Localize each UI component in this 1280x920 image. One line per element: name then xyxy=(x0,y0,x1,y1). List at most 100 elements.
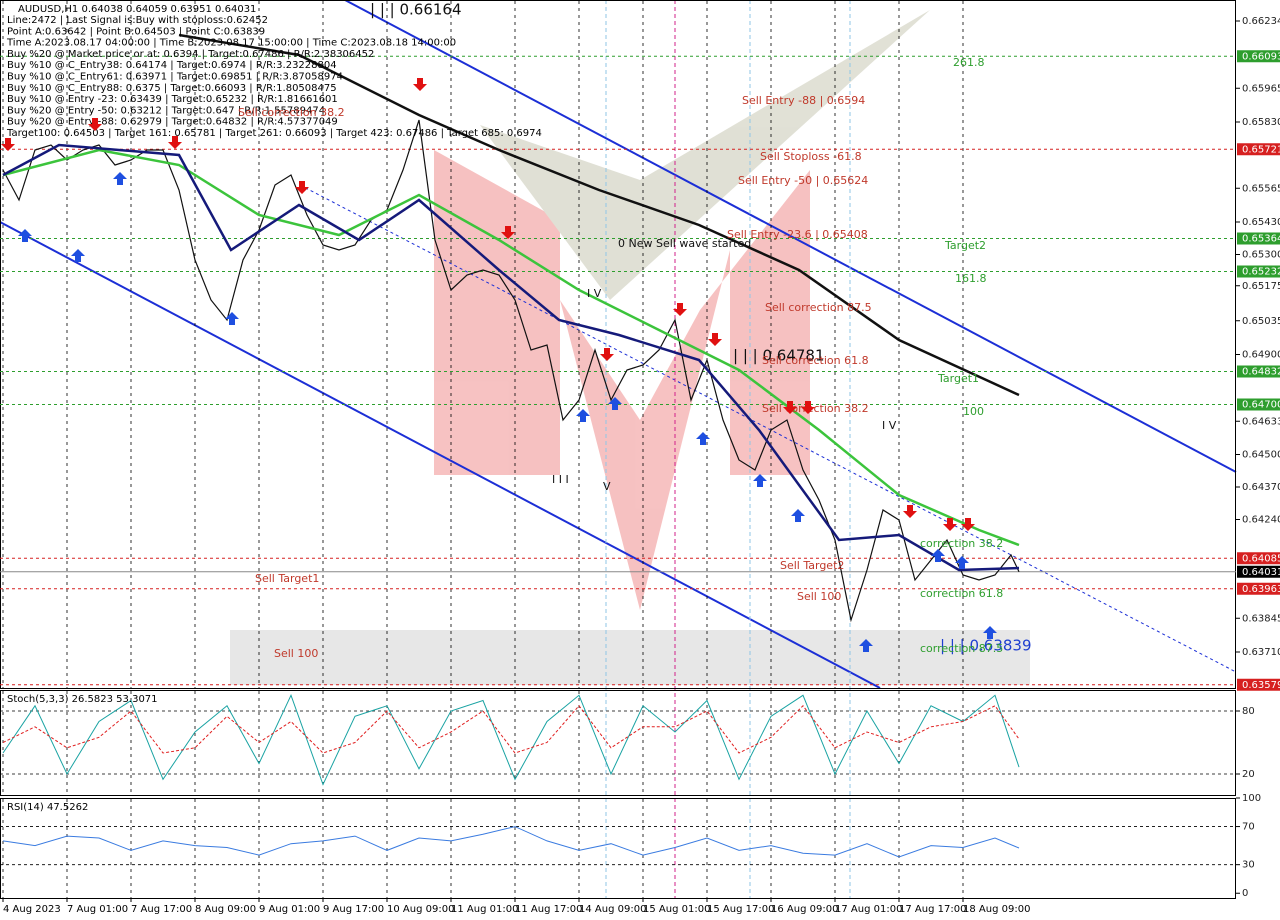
annotation: Sell Target2 xyxy=(780,559,844,572)
x-tick-label: 18 Aug 09:00 xyxy=(963,904,1030,915)
sell-arrow xyxy=(1,138,15,151)
info-line: Buy %10 @ C_Entry38: 0.64174 | Target:0.… xyxy=(7,60,337,71)
info-line: Buy %20 @ Entry -88: 0.62979 | Target:0.… xyxy=(7,117,338,128)
buy-arrow xyxy=(608,397,622,410)
panel-title: Stoch(5,3,3) 26.5823 53.3071 xyxy=(7,694,158,705)
y-tick-label: 0.65300 xyxy=(1242,250,1280,261)
level-label: 0.64085 xyxy=(1242,553,1280,564)
y-tick-label: 80 xyxy=(1242,706,1255,717)
sell-arrow xyxy=(673,303,687,316)
annotation: Sell Entry -50 | 0.65624 xyxy=(738,174,868,187)
x-tick-label: 8 Aug 09:00 xyxy=(195,904,256,915)
level-label-bg xyxy=(1237,582,1280,595)
annotation: correction 87.5 xyxy=(920,642,1003,655)
x-tick-label: 9 Aug 17:00 xyxy=(323,904,384,915)
annotation: Sell Entry -88 | 0.6594 xyxy=(742,94,865,107)
x-tick-label: 15 Aug 17:00 xyxy=(707,904,774,915)
annotation: Sell 100 xyxy=(274,647,318,660)
sell-arrow xyxy=(600,348,614,361)
buy-arrow xyxy=(983,626,997,639)
annotation: 261.8 xyxy=(953,56,985,69)
annotation: 100 xyxy=(963,405,984,418)
annotation: Sell correction 61.8 xyxy=(762,354,869,367)
buy-arrow xyxy=(576,409,590,422)
y-tick-label: 0.64633 xyxy=(1242,416,1280,427)
buy-arrow xyxy=(113,172,127,185)
panel-title: RSI(14) 47.5262 xyxy=(7,802,88,813)
level-label: 0.65364 xyxy=(1242,234,1280,245)
x-tick-label: 7 Aug 01:00 xyxy=(67,904,128,915)
annotation: Target2 xyxy=(944,239,986,252)
level-label: 0.66093 xyxy=(1242,51,1280,62)
y-tick-label: 0.65430 xyxy=(1242,217,1280,228)
level-label-bg xyxy=(1237,143,1280,156)
info-line: Point A:0.63642 | Point B:0.64503 | Poin… xyxy=(7,26,265,37)
level-label-bg xyxy=(1237,265,1280,278)
annotation: 0 New Sell wave started xyxy=(618,237,751,250)
annotation: Sell correction 38.2 xyxy=(238,106,345,119)
series-line xyxy=(2,119,1020,623)
series-line xyxy=(2,705,1020,754)
y-tick-label: 0.63845 xyxy=(1242,613,1280,624)
sell-arrow xyxy=(801,401,815,414)
x-tick-label: 15 Aug 01:00 xyxy=(643,904,710,915)
annotation: Sell correction 87.5 xyxy=(765,301,872,314)
level-label-bg xyxy=(1237,232,1280,245)
annotation: | | | 0.66164 xyxy=(370,1,462,19)
level-label: 0.63963 xyxy=(1242,584,1280,595)
sell-arrow xyxy=(708,333,722,346)
annotation: I V xyxy=(882,419,897,432)
annotation: 161.8 xyxy=(955,272,987,285)
y-tick-label: 0.65830 xyxy=(1242,117,1280,128)
x-tick-label: 17 Aug 01:00 xyxy=(835,904,902,915)
annotation: V xyxy=(603,480,611,493)
level-label-bg xyxy=(1237,398,1280,411)
x-tick-label: 16 Aug 09:00 xyxy=(771,904,838,915)
y-tick-label: 0.63710 xyxy=(1242,647,1280,658)
annotation: I V xyxy=(587,287,602,300)
level-label-bg xyxy=(1237,552,1280,565)
annotation: correction 61.8 xyxy=(920,587,1003,600)
buy-arrow xyxy=(753,474,767,487)
x-tick-label: 10 Aug 09:00 xyxy=(387,904,454,915)
sell-arrow xyxy=(501,226,515,239)
info-line: Buy %10 @ C_Entry61: 0.63971 | Target:0.… xyxy=(7,72,343,83)
y-tick-label: 0.64500 xyxy=(1242,450,1280,461)
sell-arrow xyxy=(903,505,917,518)
annotation: | | | 0.63839 xyxy=(940,637,1032,655)
y-tick-label: 0.65175 xyxy=(1242,281,1280,292)
level-label: 0.64832 xyxy=(1242,367,1280,378)
info-line: Buy %20 @ Market price or at: 0.6394 | T… xyxy=(7,49,374,60)
annotation: Sell Target1 xyxy=(255,572,319,585)
annotation: | | | 0.64781 xyxy=(733,347,825,365)
sell-arrow xyxy=(783,401,797,414)
annotation: Sell Entry -23.6 | 0.65408 xyxy=(727,228,868,241)
buy-arrow xyxy=(931,549,945,562)
level-label-bg xyxy=(1237,565,1280,578)
annotation: Sell Stoploss -61.8 xyxy=(760,150,862,163)
buy-arrow xyxy=(71,249,85,262)
level-label: 0.64700 xyxy=(1242,400,1280,411)
x-tick-label: 14 Aug 09:00 xyxy=(579,904,646,915)
level-label: 0.65721 xyxy=(1242,144,1280,155)
series-line xyxy=(178,33,1020,397)
y-tick-label: 0.64900 xyxy=(1242,350,1280,361)
info-line: Target100: 0.64503 | Target 161: 0.65781… xyxy=(6,128,542,139)
info-line: Time A:2023.08.17 04:00:00 | Time B:2023… xyxy=(6,38,456,49)
watermark xyxy=(230,10,1030,685)
x-tick-label: 7 Aug 17:00 xyxy=(131,904,192,915)
sell-arrow xyxy=(88,118,102,131)
sell-arrow xyxy=(943,518,957,531)
annotation: Sell 100 xyxy=(797,590,841,603)
y-tick-label: 0.65965 xyxy=(1242,83,1280,94)
buy-arrow xyxy=(225,312,239,325)
series-line xyxy=(2,148,1020,547)
annotation: Sell correction 38.2 xyxy=(762,402,869,415)
y-tick-label: 0.64240 xyxy=(1242,515,1280,526)
x-tick-label: 9 Aug 01:00 xyxy=(259,904,320,915)
sell-arrow xyxy=(413,78,427,91)
level-label: 0.64031 xyxy=(1242,567,1280,578)
panel-frames xyxy=(0,0,1236,899)
panel-title: AUDUSD,H1 0.64038 0.64059 0.63951 0.6403… xyxy=(18,4,256,15)
